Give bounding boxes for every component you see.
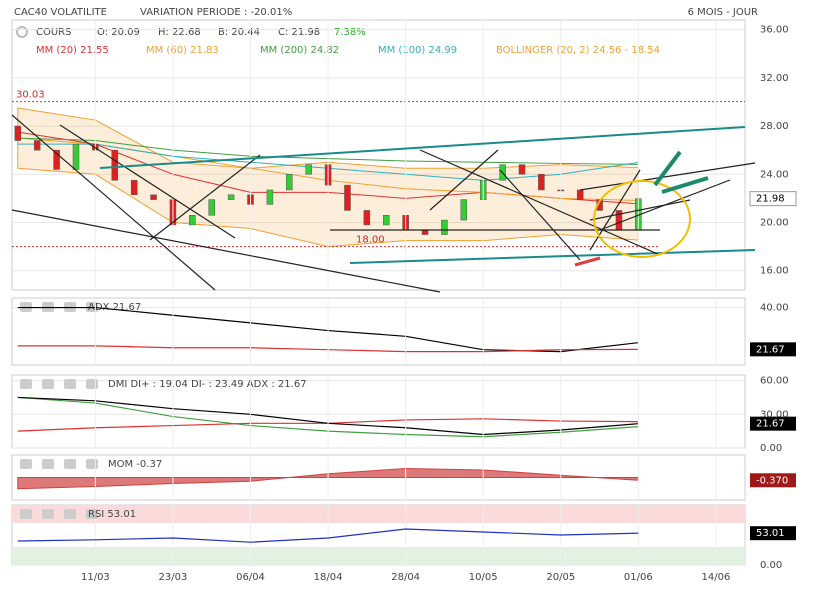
- x-tick-label: 01/06: [624, 572, 653, 583]
- y-tick-label: 30.00: [760, 409, 789, 420]
- last-value-label: 21.67: [756, 344, 785, 355]
- ohlc: 7.38%: [334, 27, 366, 38]
- y-tick-label: 16.00: [760, 266, 789, 277]
- last-value-label: 21.98: [756, 194, 785, 205]
- x-tick-label: 28/04: [391, 572, 420, 583]
- y-tick-label: 40.00: [760, 303, 789, 314]
- candle: [460, 199, 468, 221]
- band: [12, 547, 745, 565]
- x-tick-label: 23/03: [159, 572, 188, 583]
- x-tick-label: 10/05: [469, 572, 498, 583]
- candle: [266, 189, 274, 205]
- panel-icon: [64, 459, 76, 469]
- y-tick-label: 0.00: [760, 560, 782, 571]
- reference-label: 30.03: [16, 90, 45, 101]
- y-tick-label: 32.00: [760, 73, 789, 84]
- x-tick-label: 11/03: [81, 572, 110, 583]
- legend-item: MM (60) 21.83: [146, 45, 219, 56]
- legend-item: MM (200) 24.82: [260, 45, 339, 56]
- candle: [383, 215, 390, 226]
- panel-title: DMI DI+ : 19.04 DI- : 23.49 ADX : 21.67: [108, 379, 307, 390]
- ohlc: C: 21.98: [278, 27, 320, 38]
- last-value-box: [749, 191, 797, 207]
- panel-icon: [86, 379, 98, 389]
- x-tick-label: 14/06: [701, 572, 730, 583]
- panel-icon: [86, 509, 98, 519]
- candle: [189, 215, 196, 226]
- y-tick-label: 0.00: [760, 443, 782, 454]
- candle: [576, 189, 584, 200]
- panel-icon: [20, 459, 32, 469]
- last-value-box: [750, 473, 796, 488]
- candle: [150, 194, 157, 200]
- x-tick-label: 20/05: [546, 572, 575, 583]
- candle: [111, 149, 119, 181]
- panel-icon: [64, 509, 76, 519]
- last-value-box: [750, 416, 796, 431]
- candle: [305, 164, 312, 175]
- reference-label: 18.00: [356, 235, 385, 246]
- candle: [441, 219, 448, 235]
- candle: [538, 174, 545, 191]
- last-value-box: [750, 526, 796, 541]
- panel-icon: [42, 379, 54, 389]
- price-legend: COURS: [36, 27, 71, 38]
- candle: [14, 125, 22, 141]
- y-tick-label: 28.00: [760, 121, 789, 132]
- last-value-label: 53.01: [756, 528, 785, 539]
- candle: [227, 194, 235, 200]
- x-tick-label: 06/04: [236, 572, 265, 583]
- last-value-label: -0.370: [756, 475, 788, 486]
- ohlc: B: 20.44: [218, 27, 260, 38]
- y-tick-label: 36.00: [760, 25, 789, 36]
- panel-icon: [42, 459, 54, 469]
- candle: [130, 180, 138, 196]
- candle: [72, 143, 80, 170]
- subtitle: VARIATION PERIODE : -20.01%: [140, 7, 292, 18]
- ohlc: O: 20.09: [97, 27, 140, 38]
- gear-icon[interactable]: [16, 26, 28, 38]
- x-tick-label: 18/04: [314, 572, 343, 583]
- panel-title: MOM -0.37: [108, 459, 162, 470]
- band: [12, 505, 745, 523]
- panel-title: ADX 21.67: [88, 302, 141, 313]
- panel-icon: [42, 509, 54, 519]
- drawn-trendlines: [11, 114, 756, 293]
- panel-icon: [64, 379, 76, 389]
- candle: [344, 184, 351, 211]
- panel-icon: [86, 459, 98, 469]
- last-value-label: 21.67: [756, 419, 785, 430]
- y-tick-label: 60.00: [760, 376, 789, 387]
- legend-item: MM (100) 24.99: [378, 45, 457, 56]
- ohlc: H: 22.68: [158, 27, 201, 38]
- candle: [53, 149, 60, 170]
- candle: [518, 164, 526, 175]
- legend-item: MM (20) 21.55: [36, 45, 109, 56]
- panel-icon: [20, 509, 32, 519]
- panel-icon: [20, 379, 32, 389]
- legend-item: BOLLINGER (20, 2) 24.56 - 18.54: [496, 45, 660, 56]
- panel-title: RSI 53.01: [88, 509, 136, 520]
- period: 6 MOIS - JOUR: [688, 7, 758, 18]
- y-tick-label: 20.00: [760, 218, 789, 229]
- last-value-box: [750, 342, 796, 357]
- indicator-line: [17, 528, 639, 543]
- candle: [33, 140, 41, 151]
- candle: [286, 174, 293, 191]
- candle: [363, 210, 371, 226]
- candle: [208, 199, 215, 216]
- y-tick-label: 24.00: [760, 169, 789, 180]
- title: CAC40 VOLATILITE: [14, 7, 107, 18]
